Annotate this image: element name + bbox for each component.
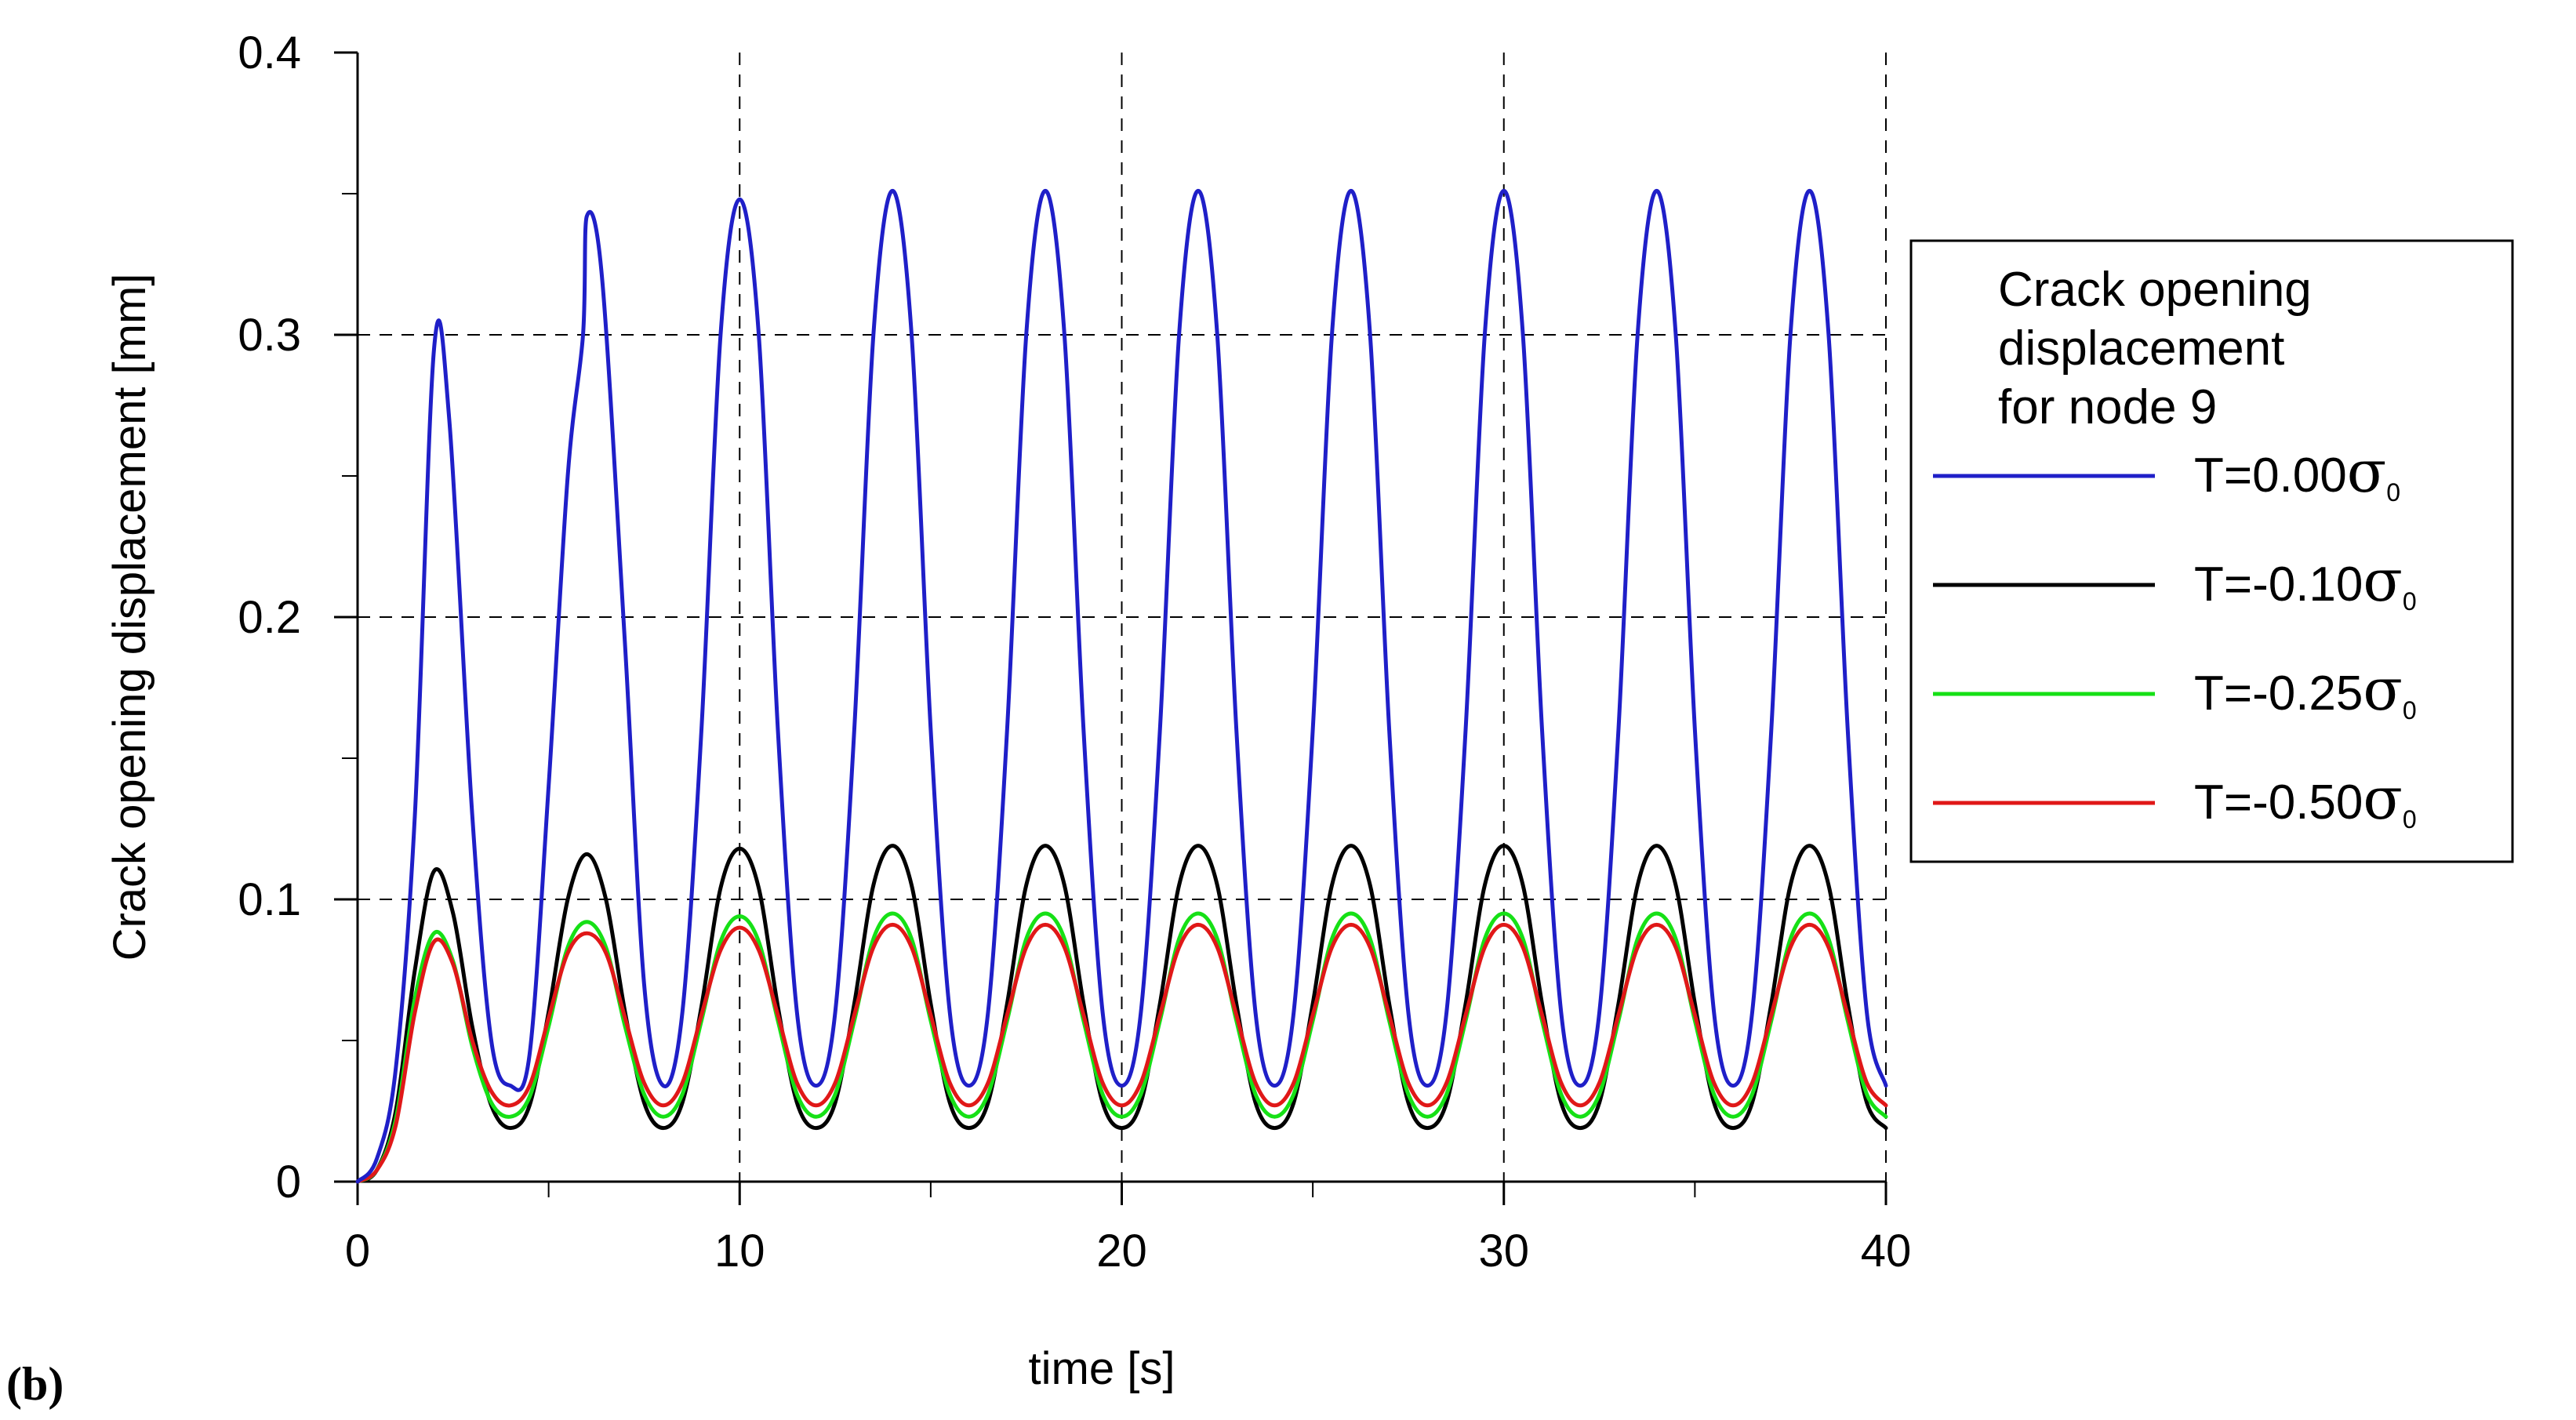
legend-title-line-1: Crack opening bbox=[1998, 263, 2312, 317]
grid-lines bbox=[358, 53, 1887, 1182]
legend-entry-t-minus-0-50-label: T=-0.50σ0 bbox=[2194, 765, 2417, 833]
y-tick-label: 0 bbox=[276, 1157, 301, 1208]
legend-entries: T=0.00σ0 T=-0.10σ0 T=-0.25σ0 T=-0.50σ0 bbox=[1933, 438, 2417, 833]
y-tick-label: 0.3 bbox=[238, 310, 301, 361]
series-lines bbox=[355, 188, 1888, 1184]
x-tick-label: 0 bbox=[345, 1226, 370, 1277]
y-tick-label: 0.2 bbox=[238, 592, 301, 643]
x-tick-label: 40 bbox=[1861, 1226, 1912, 1277]
x-axis-title: time [s] bbox=[1029, 1343, 1175, 1394]
legend-title-line-2: displacement bbox=[1998, 321, 2284, 376]
legend-entry-t-minus-0-25-label: T=-0.25σ0 bbox=[2194, 656, 2417, 725]
y-axis-title: Crack opening displacement [mm] bbox=[104, 274, 155, 961]
series-line-t-minus-0-50 bbox=[355, 922, 1888, 1184]
x-tick-label: 30 bbox=[1478, 1226, 1529, 1277]
ticks: 0 10 20 30 40 0 0.1 0.2 0.3 0.4 bbox=[238, 27, 1911, 1277]
y-tick-label: 0.1 bbox=[238, 874, 301, 925]
y-tick-label: 0.4 bbox=[238, 27, 301, 78]
legend-box bbox=[1909, 239, 2514, 863]
series-line-t-0-00 bbox=[355, 188, 1888, 1184]
series-line-t-minus-0-10 bbox=[355, 844, 1888, 1184]
x-tick-label: 10 bbox=[714, 1226, 765, 1277]
legend-entry-t-0-00-label: T=0.00σ0 bbox=[2194, 438, 2400, 507]
panel-label: (b) bbox=[6, 1358, 64, 1410]
legend: Crack opening displacement for node 9 T=… bbox=[1909, 239, 2514, 863]
legend-entry-t-minus-0-10-label: T=-0.10σ0 bbox=[2194, 547, 2417, 616]
legend-title-line-3: for node 9 bbox=[1998, 380, 2217, 434]
x-tick-label: 20 bbox=[1096, 1226, 1147, 1277]
